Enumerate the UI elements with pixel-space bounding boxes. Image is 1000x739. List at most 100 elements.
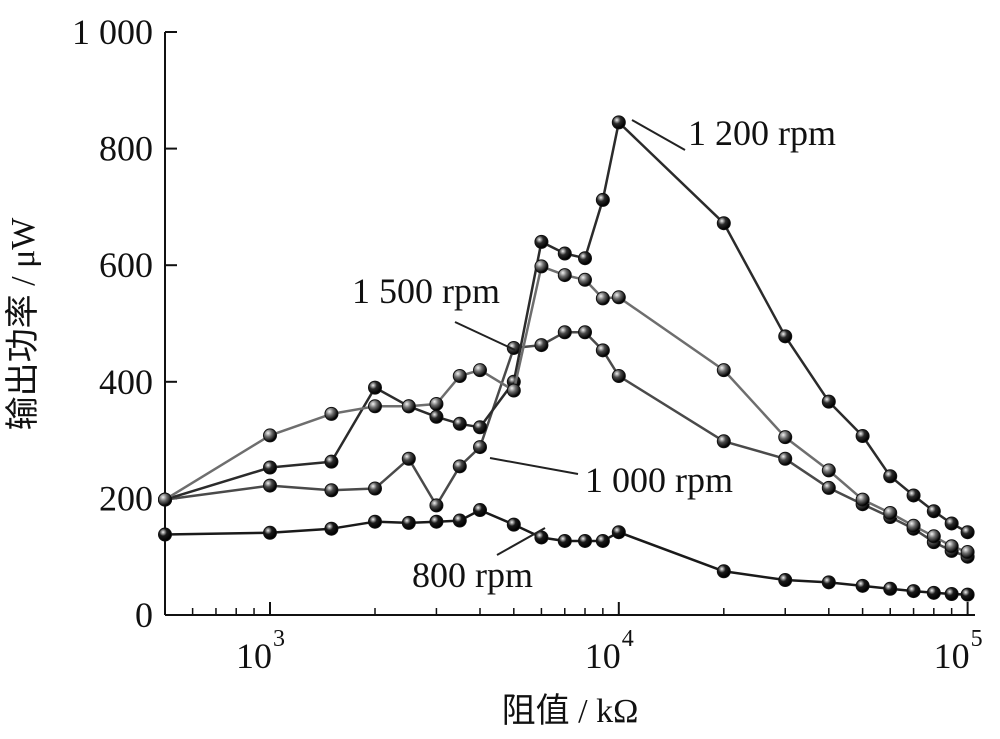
data-point bbox=[821, 575, 836, 590]
x-tick-label-base: 10 bbox=[585, 636, 621, 676]
data-point bbox=[557, 268, 572, 283]
y-tick-label: 600 bbox=[99, 245, 153, 285]
data-point bbox=[855, 492, 870, 507]
data-point bbox=[578, 272, 593, 287]
data-point bbox=[883, 469, 898, 484]
data-point bbox=[960, 525, 975, 540]
y-tick-label: 800 bbox=[99, 129, 153, 169]
x-tick-label-exponent: 5 bbox=[971, 626, 983, 652]
data-point bbox=[534, 259, 549, 274]
data-point bbox=[473, 440, 488, 455]
annotation-layer: 1 200 rpm 1 500 rpm 1 000 rpm 800 rpm bbox=[352, 113, 836, 595]
data-point bbox=[557, 246, 572, 261]
data-point bbox=[452, 368, 467, 383]
data-point bbox=[595, 343, 610, 358]
series-1-000-rpm bbox=[158, 325, 975, 564]
data-point bbox=[534, 234, 549, 249]
series-line bbox=[164, 265, 969, 554]
data-point bbox=[401, 399, 416, 414]
data-point bbox=[778, 329, 793, 344]
data-point bbox=[944, 539, 959, 554]
data-point bbox=[944, 516, 959, 531]
x-ticks: 10 3 10 4 10 5 bbox=[164, 602, 983, 676]
series-label-1200-rpm: 1 200 rpm bbox=[688, 113, 836, 153]
data-point bbox=[926, 585, 941, 600]
series-layer bbox=[158, 115, 975, 602]
data-point bbox=[557, 533, 572, 548]
annotation-leader-1500 bbox=[454, 321, 516, 351]
data-point bbox=[263, 525, 278, 540]
data-point bbox=[906, 518, 921, 533]
data-point bbox=[557, 325, 572, 340]
data-point bbox=[611, 368, 626, 383]
data-point bbox=[473, 503, 488, 518]
data-point bbox=[506, 383, 521, 398]
data-point bbox=[578, 533, 593, 548]
data-point bbox=[821, 463, 836, 478]
data-point bbox=[452, 416, 467, 431]
data-point bbox=[429, 396, 444, 411]
axes bbox=[164, 32, 975, 616]
data-point bbox=[324, 521, 339, 536]
data-point bbox=[263, 428, 278, 443]
data-point bbox=[821, 394, 836, 409]
data-point bbox=[855, 429, 870, 444]
data-point bbox=[926, 529, 941, 544]
series-label-1500-rpm: 1 500 rpm bbox=[352, 271, 500, 311]
data-point bbox=[944, 587, 959, 602]
data-point bbox=[883, 505, 898, 520]
data-point bbox=[263, 460, 278, 475]
data-point bbox=[368, 481, 383, 496]
data-point bbox=[855, 578, 870, 593]
data-point bbox=[821, 480, 836, 495]
data-point bbox=[324, 454, 339, 469]
x-tick-label-exponent: 3 bbox=[273, 626, 285, 652]
y-tick-label: 200 bbox=[99, 478, 153, 518]
data-point bbox=[778, 451, 793, 466]
data-point bbox=[324, 406, 339, 421]
data-point bbox=[473, 363, 488, 378]
y-ticks: 0 200 400 600 800 1 000 bbox=[72, 12, 177, 635]
data-point bbox=[429, 514, 444, 529]
data-point bbox=[960, 545, 975, 560]
y-axis-title: 输出功率 / μW bbox=[4, 217, 42, 431]
data-point bbox=[578, 251, 593, 266]
series-800-rpm bbox=[158, 503, 975, 602]
y-tick-label: 400 bbox=[99, 362, 153, 402]
x-tick-label-base: 10 bbox=[934, 636, 970, 676]
data-point bbox=[716, 363, 731, 378]
annotation-leader-1200 bbox=[631, 119, 686, 151]
annotation-leader-800 bbox=[496, 527, 546, 556]
data-point bbox=[401, 515, 416, 530]
data-point bbox=[263, 478, 278, 493]
data-point bbox=[595, 192, 610, 207]
data-point bbox=[506, 517, 521, 532]
data-point bbox=[368, 399, 383, 414]
annotation-leader-1000 bbox=[489, 457, 579, 475]
data-point bbox=[611, 525, 626, 540]
data-point bbox=[429, 498, 444, 513]
data-point bbox=[452, 513, 467, 528]
data-point bbox=[158, 527, 172, 542]
data-point bbox=[778, 430, 793, 445]
data-point bbox=[906, 488, 921, 503]
x-tick-label-exponent: 4 bbox=[622, 626, 634, 652]
data-point bbox=[883, 581, 898, 596]
data-point bbox=[368, 380, 383, 395]
data-point bbox=[716, 434, 731, 449]
data-point bbox=[778, 573, 793, 588]
data-point bbox=[926, 504, 941, 519]
data-point bbox=[452, 459, 467, 474]
data-point bbox=[716, 216, 731, 231]
data-point bbox=[534, 338, 549, 353]
series-line bbox=[164, 330, 969, 558]
data-point bbox=[906, 584, 921, 599]
data-point bbox=[473, 420, 488, 435]
data-point bbox=[611, 115, 626, 130]
data-point bbox=[324, 483, 339, 498]
data-point bbox=[595, 533, 610, 548]
y-tick-label: 1 000 bbox=[72, 12, 153, 52]
series-label-800-rpm: 800 rpm bbox=[412, 555, 533, 595]
x-tick-label-base: 10 bbox=[236, 636, 272, 676]
